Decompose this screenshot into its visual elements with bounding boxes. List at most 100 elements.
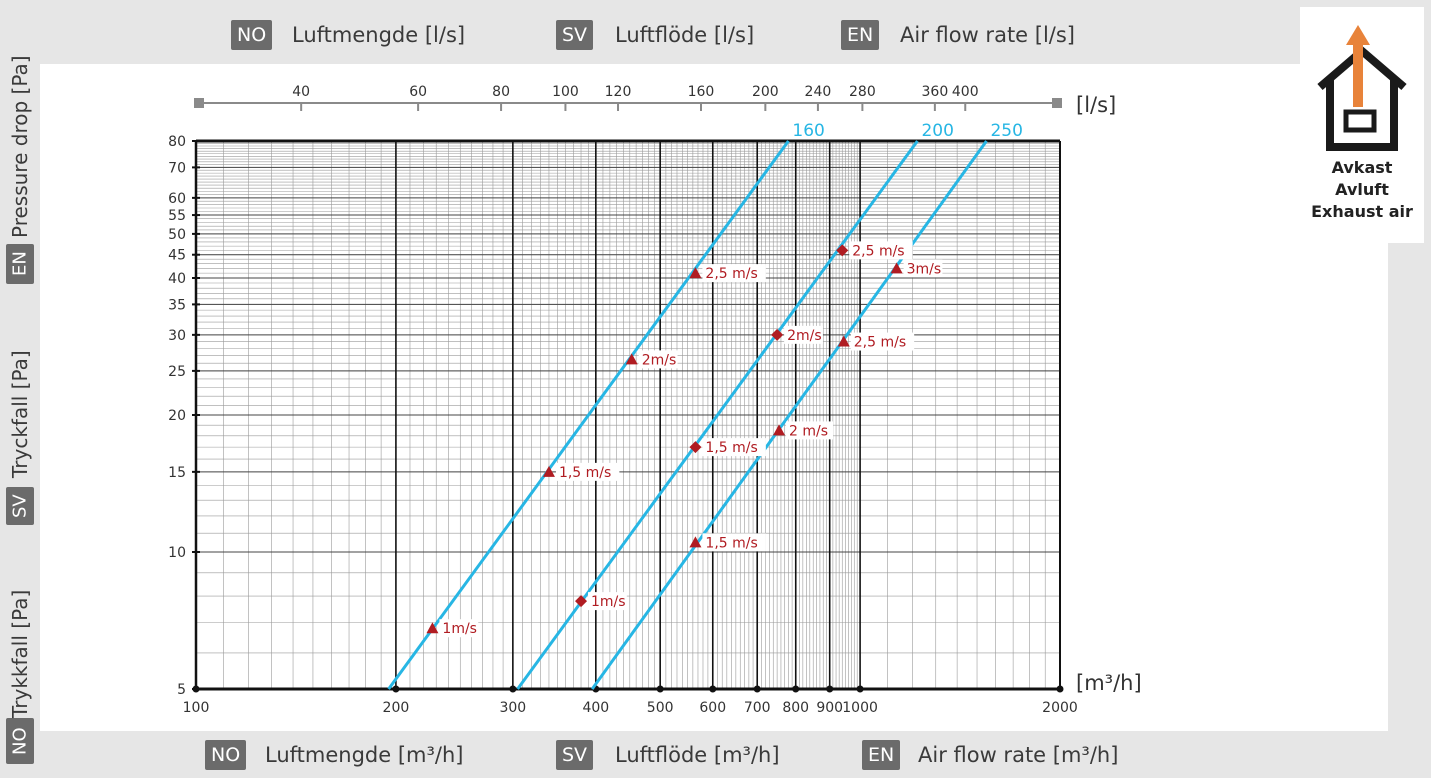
velocity-label-200: 1,5 m/s xyxy=(705,440,757,456)
y-tick-label: 70 xyxy=(168,160,186,176)
velocity-label-bg xyxy=(588,592,627,611)
velocity-label-160: 2m/s xyxy=(642,352,677,368)
velocity-label-160: 1m/s xyxy=(442,621,477,637)
top-tick-label: 120 xyxy=(605,84,632,100)
x-axis-unit: [m³/h] xyxy=(1076,671,1142,695)
velocity-label-200: 1m/s xyxy=(591,594,626,610)
x-tick-dot xyxy=(826,685,834,693)
velocity-label-250: 2,5 m/s xyxy=(854,335,906,351)
chart-panel xyxy=(40,64,1388,731)
house-label-avluft: Avluft xyxy=(1335,180,1389,199)
bottom-label-en: Air flow rate [m³/h] xyxy=(918,743,1119,767)
velocity-label-160: 1,5 m/s xyxy=(559,465,611,481)
bottom-lang-badge-en: EN xyxy=(862,740,901,770)
x-tick-label: 2000 xyxy=(1042,700,1078,716)
top-lang-badge-en: EN xyxy=(841,20,880,50)
top-tick-label: 160 xyxy=(688,84,715,100)
velocity-label-200: 2m/s xyxy=(787,328,822,344)
y-tick-label: 20 xyxy=(168,408,186,424)
velocity-label-bg xyxy=(702,264,766,283)
bottom-label-no: Luftmengde [m³/h] xyxy=(265,743,464,767)
x-tick-label: 700 xyxy=(744,700,771,716)
y-tick-label: 5 xyxy=(177,682,186,698)
x-tick-dot xyxy=(509,685,517,693)
x-tick-label: 800 xyxy=(782,700,809,716)
x-tick-label: 300 xyxy=(499,700,526,716)
velocity-label-250: 1,5 m/s xyxy=(705,535,757,551)
top-axis-unit: [l/s] xyxy=(1076,93,1116,117)
x-tick-dot xyxy=(656,685,664,693)
top-axis-end-cap xyxy=(1052,98,1062,108)
velocity-marker-200 xyxy=(836,244,849,257)
x-tick-dot xyxy=(792,685,800,693)
exhaust-air-box: Avkast Avluft Exhaust air xyxy=(1300,7,1424,243)
velocity-marker-250 xyxy=(837,335,850,347)
velocity-label-bg xyxy=(439,619,479,638)
velocity-label-bg xyxy=(786,421,834,440)
y-tick-label: 25 xyxy=(168,364,186,380)
top-label-en: Air flow rate [l/s] xyxy=(900,23,1076,47)
top-lang-badge-no: NO xyxy=(231,20,273,50)
velocity-marker-200 xyxy=(689,441,702,454)
velocity-label-bg xyxy=(555,462,620,481)
y-tick-label: 10 xyxy=(168,545,186,561)
velocity-label-250: 3m/s xyxy=(907,261,942,277)
top-tick-label: 100 xyxy=(552,84,579,100)
velocity-marker-200 xyxy=(575,595,588,608)
top-label-sv: Luftflöde [l/s] xyxy=(615,23,755,47)
velocity-marker-250 xyxy=(773,424,786,436)
x-tick-label: 600 xyxy=(699,700,726,716)
top-tick-label: 40 xyxy=(292,84,310,100)
series-label-200: 200 xyxy=(921,121,953,141)
top-tick-label: 280 xyxy=(849,84,876,100)
x-tick-label: 400 xyxy=(582,700,609,716)
velocity-marker-160 xyxy=(426,622,439,634)
x-tick-dot xyxy=(753,685,761,693)
velocity-marker-160 xyxy=(542,465,555,477)
velocity-label-bg xyxy=(850,332,915,351)
velocity-marker-200 xyxy=(771,328,784,341)
top-lang-badge-sv: SV xyxy=(556,20,594,50)
x-tick-label: 1000 xyxy=(842,700,878,716)
top-tick-label: 400 xyxy=(952,84,979,100)
house-label-avkast: Avkast xyxy=(1331,158,1393,177)
top-tick-label: 240 xyxy=(805,84,832,100)
top-tick-label: 60 xyxy=(409,84,427,100)
velocity-label-bg xyxy=(702,438,766,457)
velocity-label-bg xyxy=(702,533,766,552)
y-tick-label: 80 xyxy=(168,134,186,150)
x-tick-label: 100 xyxy=(183,700,210,716)
x-tick-label: 500 xyxy=(647,700,674,716)
y-tick-label: 45 xyxy=(168,248,186,264)
y-tick-label: 15 xyxy=(168,465,186,481)
bottom-lang-badge-no: NO xyxy=(205,740,247,770)
velocity-label-bg xyxy=(903,259,943,278)
velocity-label-bg xyxy=(849,241,913,260)
y-tick-label: 50 xyxy=(168,227,186,243)
series-line-200 xyxy=(516,140,919,690)
house-icon xyxy=(1317,25,1407,151)
y-tick-label: 40 xyxy=(168,271,186,287)
x-tick-label: 900 xyxy=(816,700,843,716)
series-label-160: 160 xyxy=(792,121,824,141)
velocity-marker-160 xyxy=(625,353,638,365)
velocity-marker-250 xyxy=(890,262,903,274)
velocity-label-250: 2 m/s xyxy=(789,423,828,439)
series-line-250 xyxy=(590,140,988,690)
velocity-marker-250 xyxy=(689,536,702,548)
house-label-exhaust: Exhaust air xyxy=(1311,202,1413,221)
velocity-label-200: 2,5 m/s xyxy=(852,243,904,259)
y-tick-label: 30 xyxy=(168,328,186,344)
top-tick-label: 80 xyxy=(492,84,510,100)
x-tick-dot xyxy=(709,685,717,693)
velocity-label-160: 2,5 m/s xyxy=(705,266,757,282)
y-tick-label: 60 xyxy=(168,191,186,207)
top-axis-start-cap xyxy=(194,98,204,108)
x-tick-dot xyxy=(1056,685,1064,693)
y-tick-label: 35 xyxy=(168,297,186,313)
y-tick-label: 55 xyxy=(168,208,186,224)
series-label-250: 250 xyxy=(990,121,1022,141)
x-tick-dot xyxy=(392,685,400,693)
series-line-160 xyxy=(387,140,790,690)
